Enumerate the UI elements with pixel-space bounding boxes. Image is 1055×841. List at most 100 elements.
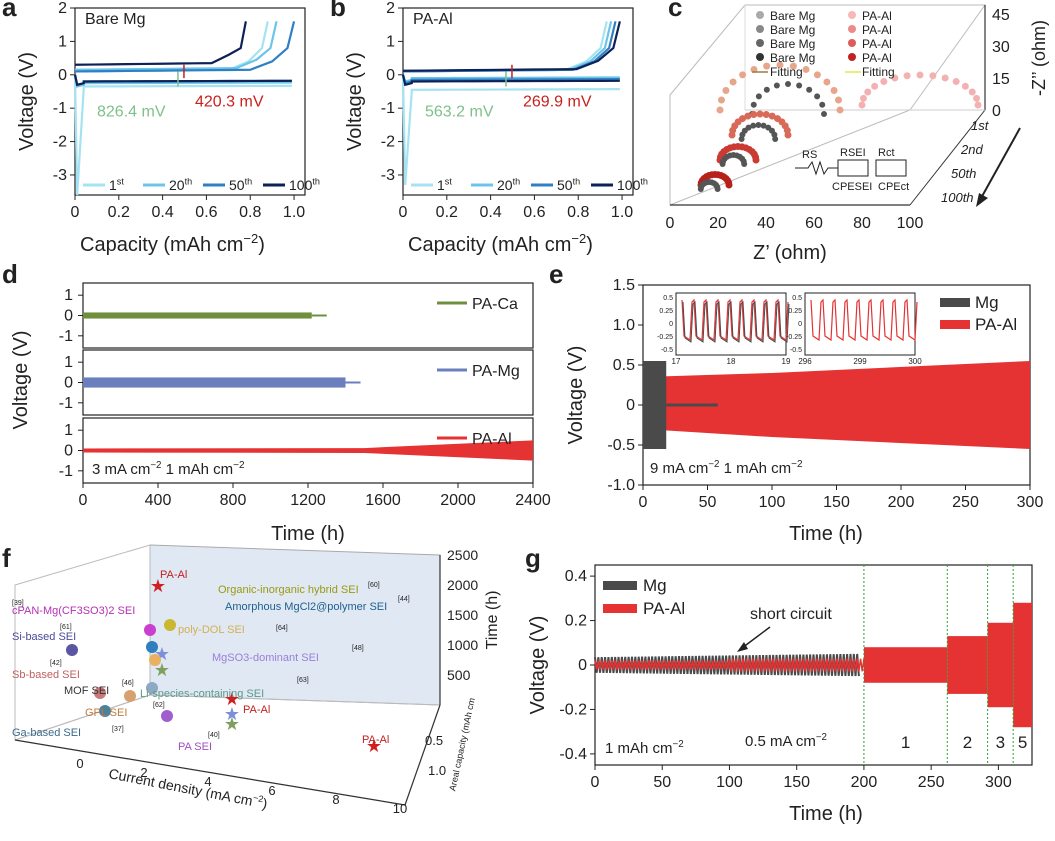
circuit-element <box>837 159 869 177</box>
x-tick-label: 2000 <box>440 492 476 509</box>
eis-point <box>823 78 831 86</box>
x-tick-label: 0 <box>639 494 648 511</box>
ref-label: [40] <box>208 732 220 739</box>
rate-segment <box>863 647 948 683</box>
x-tick-label: 0 <box>399 204 408 221</box>
sphere-marker <box>94 687 106 699</box>
legend-label: 50th <box>557 176 580 193</box>
inset-ytick: -0.25 <box>657 334 673 341</box>
y-tick-label: 0.5 <box>613 357 635 374</box>
legend-label: PA-Al <box>975 315 1017 334</box>
condition-note: 9 mA cm−2 1 mAh cm−2 <box>650 459 803 477</box>
inset-ytick: -0.5 <box>661 347 673 354</box>
eis-point <box>750 101 757 108</box>
stripping-curve <box>74 21 278 71</box>
y-tick-label: -1 <box>59 463 73 480</box>
y-tick-label: -3 <box>381 167 395 184</box>
point-label: MOF SEI <box>64 685 109 697</box>
plating-curve <box>401 74 620 186</box>
panel-letter: g <box>525 543 541 573</box>
ref-label: [44] <box>398 596 410 603</box>
y-tick-label: -1 <box>53 100 67 117</box>
x-tick-label: 0 <box>79 492 88 509</box>
x-axis-label: Time (h) <box>789 523 863 545</box>
eis-point <box>903 72 911 80</box>
condition-note: 1 mAh cm−2 <box>605 739 684 757</box>
x-tick-label: 4 <box>204 774 211 789</box>
segment-label: 3 <box>996 733 1005 752</box>
ref-label: [62] <box>153 702 165 709</box>
y-tick-label: 1 <box>64 287 73 304</box>
z-tick-label: 1000 <box>447 637 478 653</box>
y-tick-label: 0 <box>64 308 73 325</box>
x-axis-label: Time (h) <box>271 523 345 545</box>
z-axis-label: -Z’’ (ohm) <box>1029 20 1049 96</box>
y-tick-label: 0 <box>578 657 587 674</box>
x-tick-label: 80 <box>853 215 871 232</box>
eis-point <box>929 72 937 80</box>
legend-label: Bare Mg <box>770 37 815 51</box>
y-tick-label: -1.0 <box>607 477 635 494</box>
x-tick-label: 0.2 <box>436 204 458 221</box>
eis-point <box>784 131 792 139</box>
ref-label: [39] <box>12 600 24 607</box>
eis-point <box>952 78 960 86</box>
legend-marker <box>756 53 764 61</box>
x-tick-label: 0.4 <box>479 204 501 221</box>
eis-point <box>716 106 724 114</box>
cycle-label: 100th <box>941 190 974 205</box>
eis-point <box>814 93 821 100</box>
rate-segment <box>947 636 988 694</box>
panel-title: PA-Al <box>413 11 453 28</box>
inset-ytick: 0 <box>669 321 673 328</box>
ref-label: [61] <box>60 624 72 631</box>
y-tick-label: 1 <box>64 354 73 371</box>
segment-label: 5 <box>1018 733 1027 752</box>
y-tick-label: 0.2 <box>565 613 587 630</box>
cycling-band <box>83 312 312 319</box>
x-tick-label: 0.6 <box>195 204 217 221</box>
cycle-label: 50th <box>951 166 976 181</box>
cycling-band <box>83 440 533 461</box>
eis-point <box>741 161 748 167</box>
legend-label: PA-Al <box>472 431 512 448</box>
x-axis-label: Capacity (mAh cm−2) <box>80 231 265 256</box>
y-tick-label: 0 <box>58 67 67 84</box>
legend-label: 100th <box>617 176 648 193</box>
eis-point <box>776 61 784 69</box>
annotation-arrow <box>741 626 771 649</box>
circuit-label: RSEI <box>840 147 866 159</box>
inset-tick: 300 <box>908 357 922 366</box>
star-marker: ★ <box>150 576 166 596</box>
x-tick-label: 0 <box>71 204 80 221</box>
y-tick-label: -3 <box>53 167 67 184</box>
x-axis-label: Time (h) <box>789 803 863 825</box>
y-tick-label: -0.5 <box>607 437 635 454</box>
legend-label: Bare Mg <box>770 23 815 37</box>
legend-label: 1st <box>437 176 452 193</box>
sphere-marker <box>149 654 161 666</box>
z-tick-label: 45 <box>992 7 1010 24</box>
x-tick-label: 100 <box>897 215 924 232</box>
z-tick-label: 2000 <box>447 577 478 593</box>
eis-point <box>762 111 770 119</box>
point-label: MgSO3-dominant SEI <box>212 652 319 664</box>
circuit-resistor <box>795 160 838 176</box>
y-axis <box>909 109 986 206</box>
eis-point <box>796 82 803 89</box>
x-tick-label: 800 <box>220 492 247 509</box>
y-tick-label: 0.4 <box>565 568 587 585</box>
legend-label: 20th <box>169 176 192 193</box>
x-tick-label: 6 <box>268 783 275 798</box>
legend-label: PA-Ca <box>472 296 518 313</box>
eis-point <box>739 115 747 123</box>
pa-al-series <box>594 658 867 672</box>
panel-title: Bare Mg <box>85 11 145 28</box>
legend-label: 20th <box>497 176 520 193</box>
y-tick-label: 1 <box>386 33 395 50</box>
legend-marker <box>848 11 856 19</box>
circuit-label: CPESEI <box>832 181 872 193</box>
y-tick-label: -1 <box>59 328 73 345</box>
eis-point <box>722 86 730 94</box>
panel-e: e 0 50 100 150 200 250 300 -1.0 -0.5 0 0.5 1.0 1.5 17 1… <box>549 259 1043 545</box>
